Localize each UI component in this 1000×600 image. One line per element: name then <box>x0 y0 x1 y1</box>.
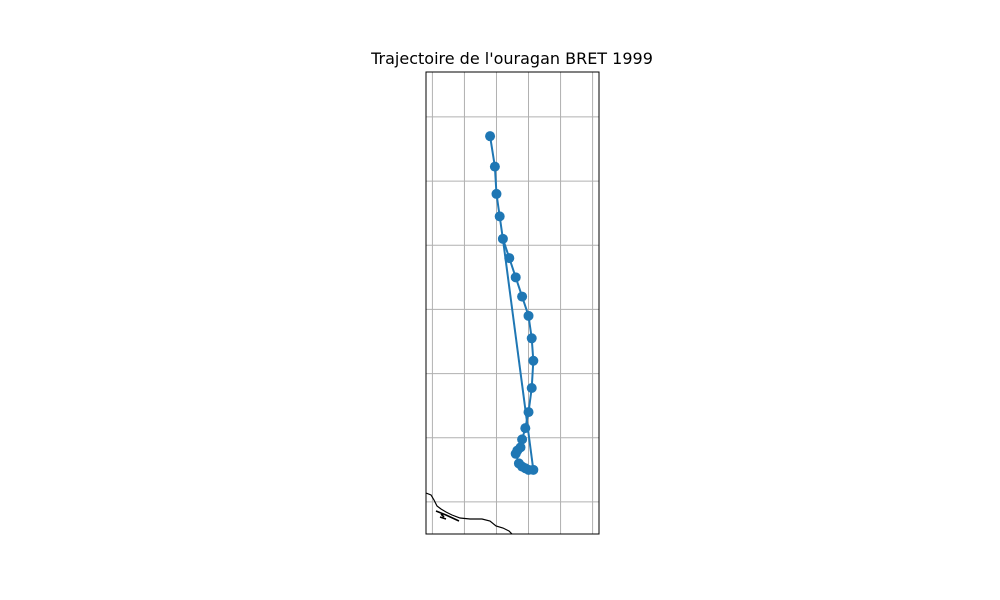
track-point <box>528 355 539 366</box>
coastline <box>426 492 513 534</box>
track-point <box>523 310 534 321</box>
plot-frame <box>425 71 600 535</box>
track-point <box>517 434 528 445</box>
track-point <box>526 383 537 394</box>
plot-area <box>425 71 600 535</box>
coastline-island <box>435 510 460 522</box>
chart-title: Trajectoire de l'ouragan BRET 1999 <box>370 49 653 68</box>
track-line-1 <box>501 238 535 470</box>
track-point <box>494 211 505 222</box>
track-point <box>510 272 521 283</box>
track-point <box>485 131 496 142</box>
track-point <box>526 333 537 344</box>
track-point <box>491 188 502 199</box>
track-point <box>510 448 521 459</box>
track-point <box>517 291 528 302</box>
track-point <box>504 253 515 264</box>
track-point <box>489 161 500 172</box>
